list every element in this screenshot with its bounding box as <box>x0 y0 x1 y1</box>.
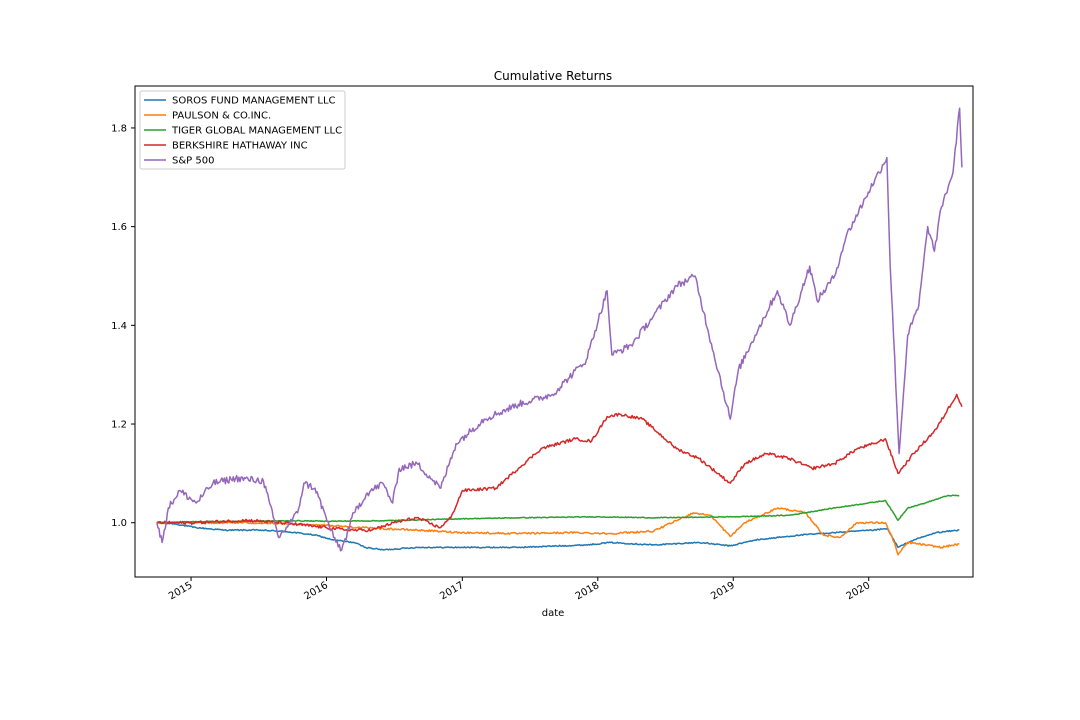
chart-title: Cumulative Returns <box>494 69 612 83</box>
y-tick-label: 1.2 <box>111 420 127 431</box>
legend-label: BERKSHIRE HATHAWAY INC <box>172 141 308 152</box>
x-tick-label: 2015 <box>167 580 195 602</box>
series-line-4 <box>156 107 963 552</box>
legend-label: PAULSON & CO.INC. <box>172 111 271 122</box>
y-tick-label: 1.4 <box>111 321 127 332</box>
series-line-2 <box>156 494 960 524</box>
x-tick-label: 2017 <box>438 580 466 602</box>
series-layer <box>156 107 963 556</box>
legend-label: TIGER GLOBAL MANAGEMENT LLC <box>171 126 342 137</box>
y-tick-label: 1.0 <box>111 518 127 529</box>
y-tick-label: 1.8 <box>111 123 127 134</box>
y-tick-label: 1.6 <box>111 222 127 233</box>
series-line-0 <box>156 521 960 551</box>
x-tick-label: 2020 <box>845 580 873 602</box>
x-tick-label: 2018 <box>574 580 602 602</box>
legend-frame <box>139 90 346 170</box>
plot-frame <box>134 85 974 578</box>
x-tick-label: 2016 <box>302 580 330 602</box>
y-axis: 1.0 1.2 1.4 1.6 1.8 <box>111 123 135 529</box>
x-axis: 2015 2016 2017 2018 2019 2020 <box>167 577 872 602</box>
legend-label: SOROS FUND MANAGEMENT LLC <box>172 96 336 107</box>
legend-label: S&P 500 <box>172 156 214 167</box>
x-tick-label: 2019 <box>709 580 737 602</box>
x-axis-label: date <box>542 608 565 619</box>
series-line-3 <box>156 393 963 533</box>
legend: SOROS FUND MANAGEMENT LLC PAULSON & CO.IN… <box>139 90 346 170</box>
